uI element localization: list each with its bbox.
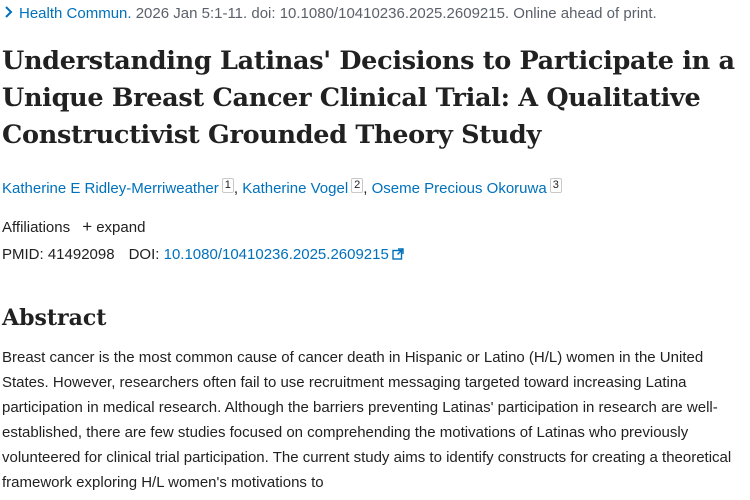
affiliation-ref-2[interactable]: 2 bbox=[351, 178, 364, 193]
external-link-icon bbox=[392, 248, 404, 260]
doi-label: DOI: bbox=[128, 246, 160, 263]
author-link-2[interactable]: Katherine Vogel bbox=[242, 180, 349, 197]
citation-details: 2026 Jan 5:1-11. doi: 10.1080/10410236.2… bbox=[131, 5, 657, 22]
affiliations-expand-button[interactable]: + expand bbox=[82, 217, 146, 236]
expand-label: expand bbox=[96, 219, 146, 236]
author-separator: , bbox=[233, 180, 243, 197]
pmid-label: PMID: bbox=[2, 246, 44, 263]
identifiers-row: PMID: 41492098 DOI: 10.1080/10410236.2025… bbox=[2, 245, 404, 265]
journal-link[interactable]: Health Commun. bbox=[19, 5, 132, 22]
affiliations-label: Affiliations bbox=[2, 219, 71, 236]
author-link-1[interactable]: Katherine E Ridley-Merriweather bbox=[2, 180, 219, 197]
doi-link[interactable]: 10.1080/10410236.2025.2609215 bbox=[164, 246, 404, 263]
author-separator: , bbox=[363, 180, 372, 197]
pmid-value: 41492098 bbox=[47, 246, 115, 263]
author-list: Katherine E Ridley-Merriweather 1, Kather… bbox=[2, 178, 750, 199]
chevron-right-icon bbox=[5, 6, 13, 18]
plus-icon: + bbox=[82, 217, 93, 236]
abstract-heading: Abstract bbox=[2, 305, 107, 331]
affiliations-row: Affiliations + expand bbox=[2, 217, 145, 238]
affiliation-ref-3[interactable]: 3 bbox=[549, 178, 562, 193]
doi-value: 10.1080/10410236.2025.2609215 bbox=[163, 246, 389, 263]
affiliation-ref-1[interactable]: 1 bbox=[221, 178, 234, 193]
citation-line: Health Commun. 2026 Jan 5:1-11. doi: 10.… bbox=[2, 4, 750, 24]
author-link-3[interactable]: Oseme Precious Okoruwa bbox=[371, 180, 547, 197]
article-title: Understanding Latinas' Decisions to Part… bbox=[2, 46, 735, 150]
abstract-text: Breast cancer is the most common cause o… bbox=[2, 349, 732, 491]
